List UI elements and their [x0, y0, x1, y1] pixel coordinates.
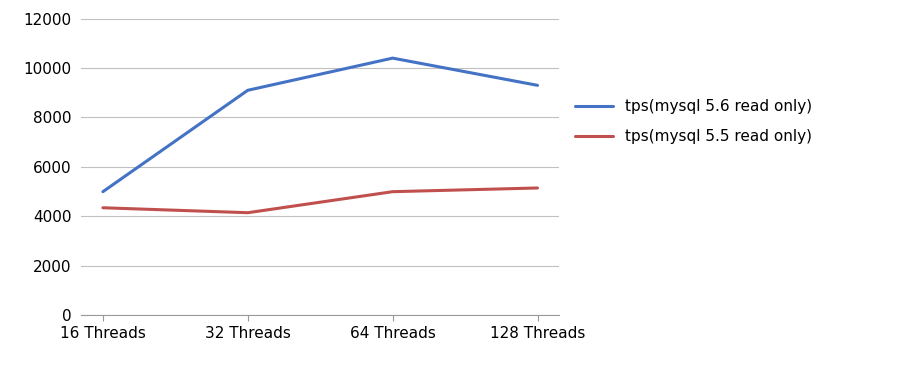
- tps(mysql 5.5 read only): [387, 190, 398, 194]
- tps(mysql 5.5 read only): [243, 210, 253, 215]
- Line: tps(mysql 5.5 read only): tps(mysql 5.5 read only): [103, 188, 538, 213]
- tps(mysql 5.6 read only): [243, 88, 253, 92]
- tps(mysql 5.6 read only): [387, 56, 398, 60]
- tps(mysql 5.6 read only): [97, 190, 108, 194]
- tps(mysql 5.5 read only): [97, 206, 108, 210]
- Line: tps(mysql 5.6 read only): tps(mysql 5.6 read only): [103, 58, 538, 192]
- tps(mysql 5.6 read only): [532, 83, 543, 88]
- tps(mysql 5.5 read only): [532, 186, 543, 190]
- Legend: tps(mysql 5.6 read only), tps(mysql 5.5 read only): tps(mysql 5.6 read only), tps(mysql 5.5 …: [569, 93, 819, 150]
